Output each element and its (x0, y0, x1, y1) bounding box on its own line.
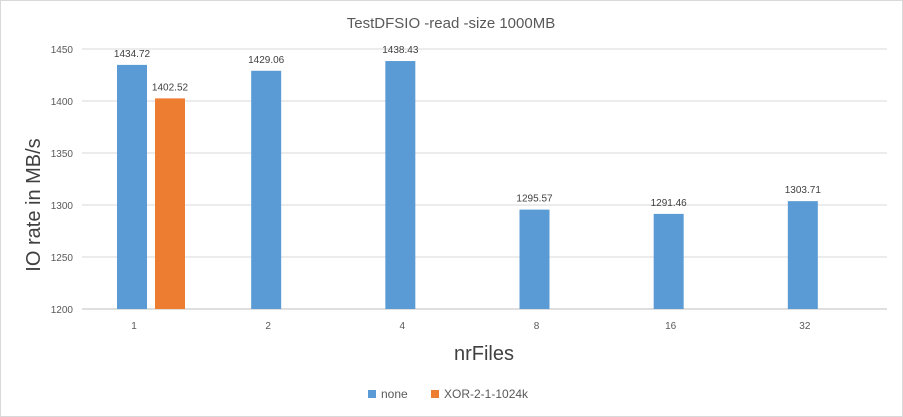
data-label: 1402.52 (152, 82, 189, 93)
y-tick-label: 1350 (51, 149, 74, 160)
x-axis-title: nrFiles (454, 343, 514, 365)
bar-none-16 (653, 213, 684, 309)
data-label: 1434.72 (114, 49, 151, 60)
y-tick-label: 1300 (51, 201, 74, 212)
bar-none-1 (117, 64, 147, 309)
bar-none-8 (519, 209, 550, 309)
data-label: 1438.43 (382, 45, 419, 56)
legend: none XOR-2-1-1024k (368, 387, 529, 401)
data-label: 1303.71 (785, 185, 822, 196)
y-tick-label: 1200 (51, 305, 74, 316)
bar-none-32 (787, 201, 818, 309)
x-tick-label: 4 (400, 321, 406, 332)
y-tick-label: 1250 (51, 253, 74, 264)
legend-swatch (368, 390, 376, 398)
x-tick-label: 1 (131, 321, 137, 332)
data-label: 1291.46 (651, 198, 688, 209)
x-tick-label: 16 (665, 321, 677, 332)
legend-item: none (381, 387, 408, 401)
x-tick-labels: 1 2 4 8 16 32 (131, 321, 811, 332)
x-tick-label: 8 (534, 321, 540, 332)
data-label: 1429.06 (248, 55, 285, 66)
bar-XOR-2-1-1024k-1 (155, 98, 185, 309)
data-labels: 1434.72 1402.52 1429.06 1438.43 1295.57 1291.… (114, 45, 821, 209)
y-tick-label: 1450 (51, 45, 74, 56)
chart-title: TestDFSIO -read -size 1000MB (347, 15, 555, 32)
x-tick-label: 2 (265, 321, 271, 332)
y-axis-title: IO rate in MB/s (23, 138, 45, 271)
legend-swatch (431, 390, 439, 398)
legend-item: XOR-2-1-1024k (444, 387, 529, 401)
bars (117, 61, 818, 309)
bar-none-2 (251, 70, 282, 309)
x-tick-label: 32 (799, 321, 811, 332)
gridlines (82, 48, 887, 310)
data-label: 1295.57 (516, 194, 553, 205)
bar-none-4 (385, 61, 416, 309)
y-tick-label: 1400 (51, 97, 74, 108)
y-tick-labels: 1200 1250 1300 1350 1400 1450 (51, 45, 74, 316)
